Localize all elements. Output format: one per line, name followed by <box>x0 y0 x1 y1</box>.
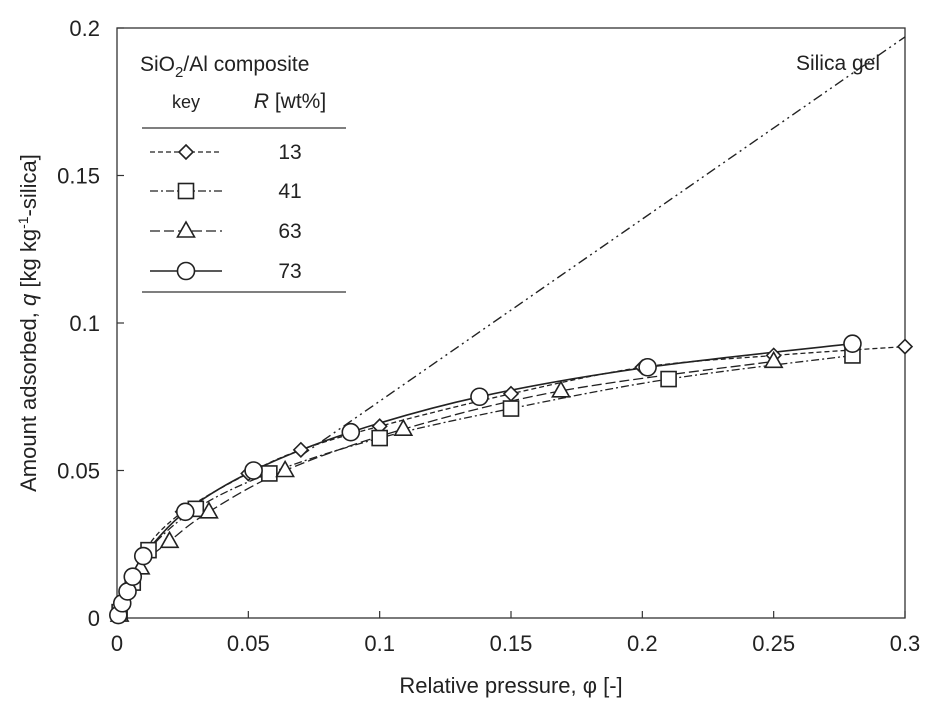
legend-series-label: 41 <box>278 180 301 203</box>
legend-series-label: 63 <box>278 220 301 243</box>
y-tick-label: 0.15 <box>57 164 100 189</box>
series-2-point <box>275 459 295 478</box>
y-axis-label-var: q <box>16 293 41 306</box>
y-axis-label-sup: -1 <box>15 216 31 229</box>
series-0-point <box>292 441 309 458</box>
y-tick-label: 0.1 <box>69 311 100 336</box>
legend-r-header: R [wt%] <box>254 90 326 113</box>
legend-series-label: 13 <box>278 141 301 164</box>
x-tick-label: 0.1 <box>364 631 395 656</box>
legend-title-post: /Al composite <box>183 53 309 76</box>
x-tick-label: 0 <box>111 631 123 656</box>
data-markers <box>109 334 914 625</box>
legend-title-sub: 2 <box>175 64 183 81</box>
tick-labels: 0 0.05 0.1 0.15 0.2 0.25 0.3 0 0.05 0.1 0.15 0.2 <box>57 16 920 656</box>
series-3-point <box>244 461 263 480</box>
series-3-point <box>843 334 862 353</box>
series-1-point <box>502 400 520 417</box>
y-axis-label-unit-a: [kg kg <box>16 229 41 294</box>
legend-key-header: key <box>172 92 200 112</box>
series-3-point <box>133 546 153 566</box>
series-3-point <box>638 357 657 377</box>
y-axis-label-prefix: Amount adsorbed, <box>16 306 41 492</box>
series-3-point <box>175 502 195 522</box>
silica-gel-line <box>300 36 906 457</box>
legend-title-pre: SiO <box>140 53 175 76</box>
series-1-point <box>261 465 278 482</box>
legend: SiO2/Al composite key R [wt%] 13 41 63 73 <box>140 53 346 293</box>
x-axis-label: Relative pressure, φ [-] <box>399 673 622 698</box>
series-2-point <box>159 530 180 549</box>
legend-r-header-var: R <box>254 90 269 113</box>
series-2-point <box>393 418 414 437</box>
legend-swatch-marker <box>177 143 195 161</box>
series-0-point <box>896 338 914 355</box>
y-axis-label-unit-b: -silica] <box>16 154 41 216</box>
x-tick-label: 0.2 <box>627 631 658 656</box>
legend-swatch-marker <box>177 182 195 200</box>
x-tick-label: 0.15 <box>490 631 533 656</box>
silica-gel-label: Silica gel <box>796 52 880 75</box>
series-2-point <box>199 501 219 519</box>
x-tick-label: 0.3 <box>890 631 921 656</box>
x-tick-label: 0.05 <box>227 631 270 656</box>
series-3-point <box>341 422 361 442</box>
fit-curves <box>117 36 906 616</box>
series-2-point <box>763 350 784 369</box>
y-tick-label: 0 <box>88 606 100 631</box>
series-2-point <box>551 380 571 398</box>
axis-ticks <box>116 27 906 619</box>
plot-frame <box>116 27 906 619</box>
series-1-point <box>660 370 677 388</box>
legend-swatch-marker <box>176 220 196 238</box>
x-tick-label: 0.25 <box>752 631 795 656</box>
legend-swatch-marker <box>176 261 196 281</box>
y-tick-label: 0.2 <box>69 16 100 41</box>
series-1-point <box>371 429 388 447</box>
y-tick-label: 0.05 <box>57 459 100 484</box>
series-3-point <box>123 567 143 587</box>
legend-rows: 13 41 63 73 <box>150 141 302 283</box>
series-3-curve <box>117 342 853 616</box>
series-0-curve <box>118 345 906 616</box>
legend-r-header-unit: [wt%] <box>269 90 326 113</box>
legend-series-label: 73 <box>278 260 301 283</box>
series-3-point <box>470 387 489 407</box>
series-2-curve <box>119 360 774 616</box>
y-axis-label: Amount adsorbed, q [kg kg-1-silica] <box>15 154 41 492</box>
legend-title: SiO2/Al composite <box>140 53 309 81</box>
